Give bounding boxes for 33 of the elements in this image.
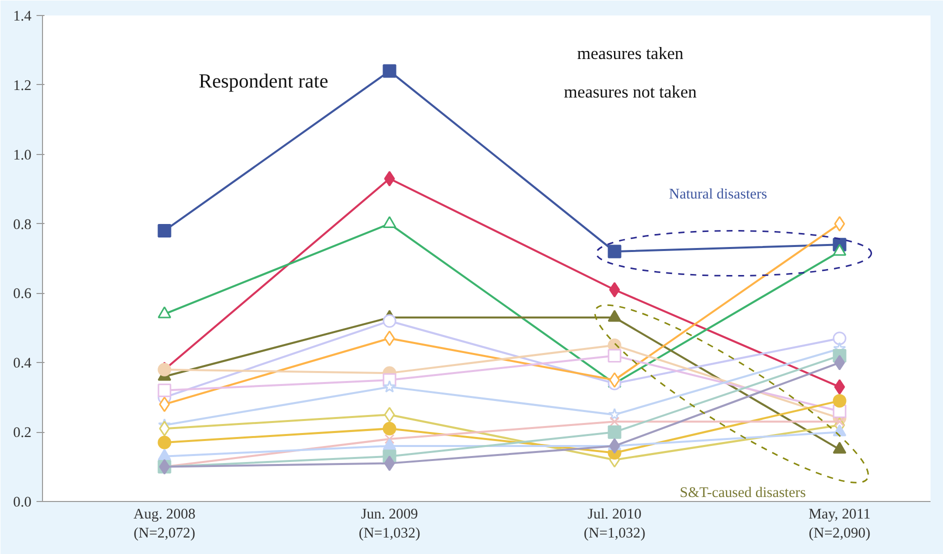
y-tick-label: 0.8 — [13, 216, 32, 233]
point — [384, 434, 394, 444]
point — [158, 224, 172, 238]
y-tick-label: 0.2 — [13, 425, 32, 442]
annotation: S&T-caused disasters — [680, 484, 806, 501]
point — [608, 244, 622, 258]
point — [608, 408, 622, 420]
point — [832, 394, 846, 408]
point — [382, 422, 396, 436]
y-tick-label: 0.4 — [13, 356, 32, 372]
y-tick-label: 1.0 — [13, 147, 32, 164]
y-tick-label: 0.0 — [13, 494, 32, 510]
x-tick-label: Aug. 2008 (N=2,072) — [134, 506, 196, 542]
point — [610, 416, 620, 427]
annotation: measures taken — [577, 44, 684, 64]
x-tick-label: Jun. 2009 (N=1,032) — [358, 506, 420, 542]
y-tick-label: 1.2 — [13, 78, 32, 94]
annotation: Natural disasters — [669, 186, 768, 202]
point — [382, 64, 396, 78]
point — [382, 314, 396, 328]
point — [608, 348, 622, 362]
x-tick-label: May, 2011 (N=2,090) — [808, 506, 871, 542]
y-tick-label: 0.6 — [13, 286, 32, 302]
point — [158, 384, 172, 398]
annotation: Respondent rate — [198, 70, 328, 92]
point — [383, 380, 396, 393]
x-tick-label: Jul. 2010 (N=1,032) — [584, 506, 646, 542]
point — [832, 332, 846, 346]
annotation: measures not taken — [564, 82, 698, 102]
point — [158, 436, 172, 450]
point — [608, 425, 622, 439]
point — [834, 416, 845, 427]
y-tick-label: 1.4 — [13, 8, 32, 24]
